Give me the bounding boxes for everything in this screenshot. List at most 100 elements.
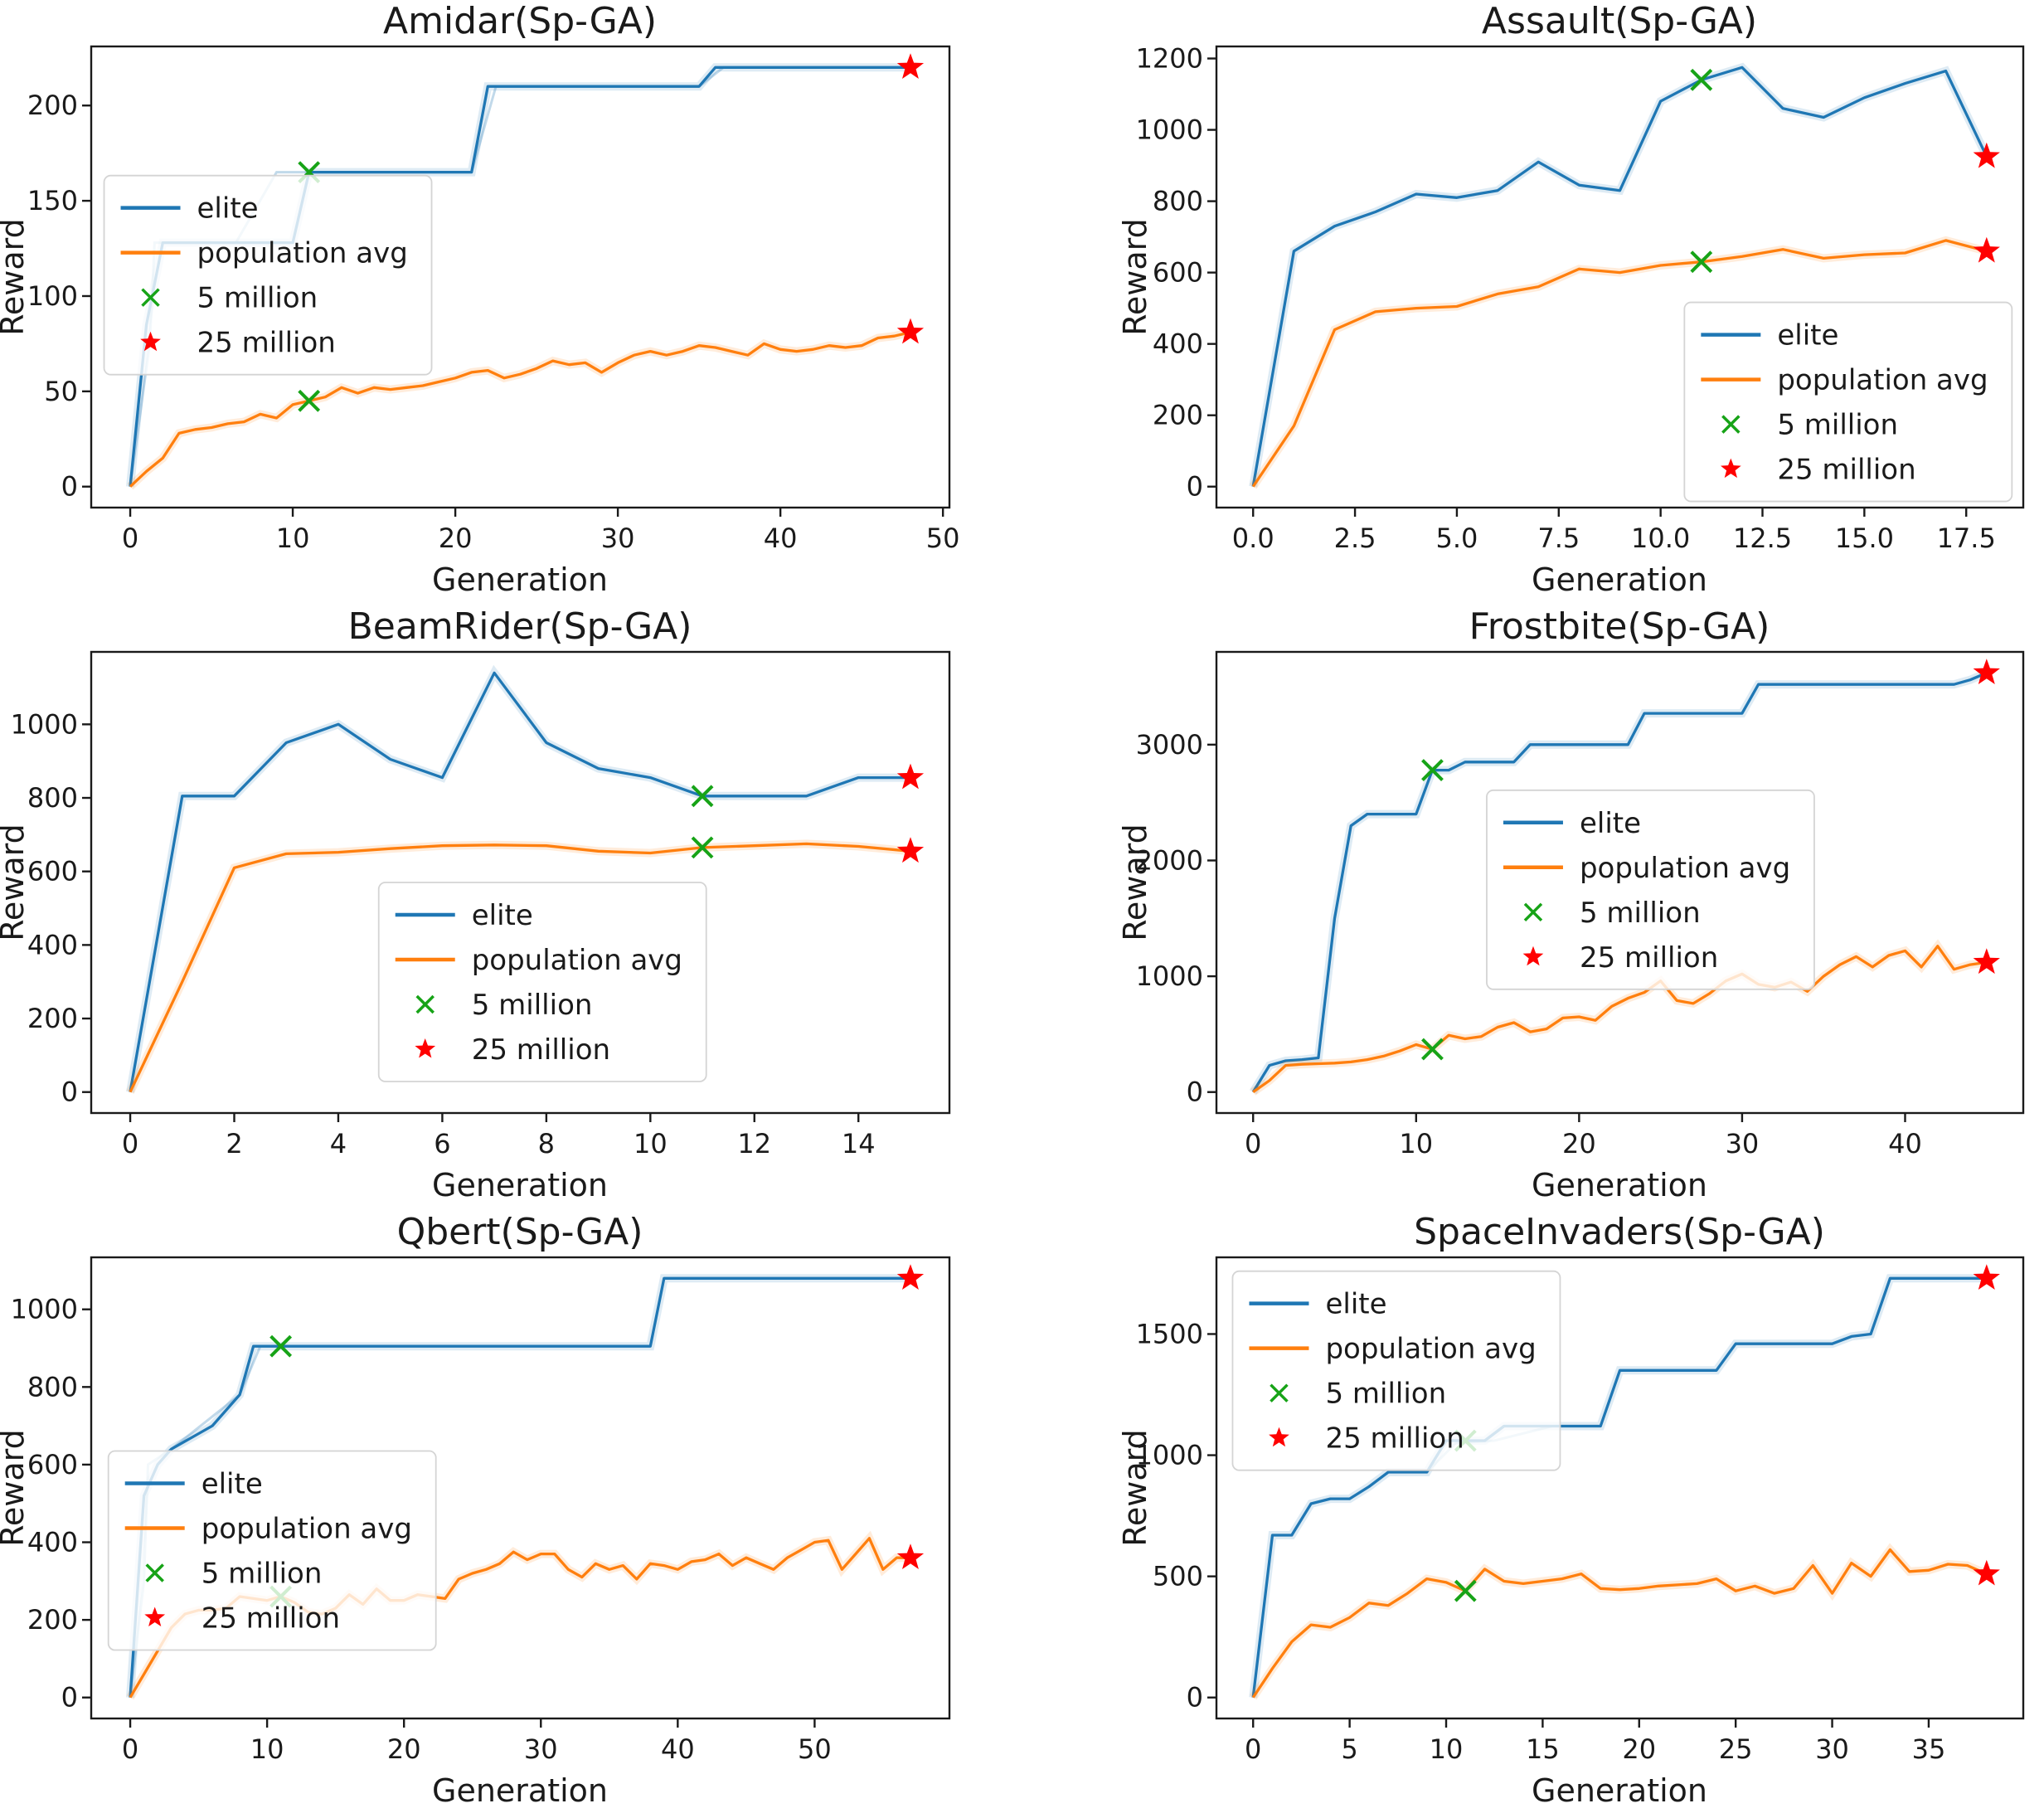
plot-area-qbert: Qbert(Sp-GA) Generation Reward 0 10 20 30 40… xyxy=(0,1211,951,1809)
x-axis-label: Generation xyxy=(1532,1167,1707,1203)
marker-5-million xyxy=(1690,250,1713,274)
y-axis-ticks: 0 200 400 600 800 1000 xyxy=(11,1294,91,1713)
x-tick-label: 0.0 xyxy=(1232,523,1274,554)
plot-render: 0 10 20 30 40 0 1000 2000 3000 elite population av… xyxy=(1136,650,2025,1159)
marker-25-million xyxy=(1973,142,2000,168)
legend-label: elite xyxy=(1325,1288,1386,1321)
x-axis-ticks: 0 10 20 30 40 xyxy=(1245,1113,1922,1159)
legend-label: 5 million xyxy=(1580,897,1701,930)
plot-frame xyxy=(90,650,951,1115)
x-axis-label: Generation xyxy=(1532,561,1707,598)
legend-25-million-marker xyxy=(140,331,161,352)
x-tick-label: 20 xyxy=(439,523,473,554)
y-tick-label: 400 xyxy=(27,1527,78,1558)
marker-25-million xyxy=(1973,659,2000,684)
x-tick-label: 7.5 xyxy=(1537,523,1580,554)
chart-qbert: Qbert(Sp-GA) Generation Reward 0 10 20 30 40… xyxy=(0,1211,1022,1816)
y-axis-label: Reward xyxy=(1117,824,1153,941)
x-tick-label: 10 xyxy=(1399,1128,1433,1159)
legend-label: 25 million xyxy=(197,327,336,360)
marker-5-million xyxy=(691,785,714,808)
x-axis-ticks: 0 10 20 30 40 50 xyxy=(122,1718,832,1765)
x-tick-label: 20 xyxy=(387,1733,421,1765)
legend-box xyxy=(1486,789,1815,990)
marker-5-million xyxy=(691,836,714,859)
population-avg-line xyxy=(1252,945,1988,1094)
y-tick-label: 50 xyxy=(44,376,78,407)
x-tick-label: 10 xyxy=(250,1733,284,1765)
legend: elite population avg 5 million 25 million xyxy=(103,174,433,376)
x-axis-ticks: 0.0 2.5 5.0 7.5 10.0 12.5 15.0 17.5 xyxy=(1232,508,1996,554)
y-axis-ticks: 0 500 1000 1500 xyxy=(1136,1318,1216,1713)
y-tick-label: 1000 xyxy=(1136,960,1203,992)
legend-label: population avg xyxy=(197,237,408,270)
y-tick-label: 500 xyxy=(1153,1561,1203,1592)
plot-area-amidar: Amidar(Sp-GA) Generation Reward 0 10 20 30 4… xyxy=(0,0,960,598)
x-tick-label: 15 xyxy=(1526,1733,1560,1765)
x-tick-label: 5 xyxy=(1341,1733,1357,1765)
y-tick-label: 1500 xyxy=(1136,1318,1203,1349)
y-tick-label: 800 xyxy=(27,1371,78,1402)
x-tick-label: 14 xyxy=(842,1128,876,1159)
y-tick-label: 2000 xyxy=(1136,844,1203,876)
y-tick-label: 200 xyxy=(27,1604,78,1636)
y-axis-ticks: 0 200 400 600 800 1000 1200 xyxy=(1136,43,1216,503)
legend-5-million-marker xyxy=(145,1563,164,1582)
y-tick-label: 1000 xyxy=(1136,1440,1203,1471)
x-tick-label: 12.5 xyxy=(1733,523,1792,554)
x-axis-ticks: 0 2 4 6 8 10 12 14 xyxy=(122,1113,876,1159)
legend-box xyxy=(377,882,707,1082)
y-tick-label: 0 xyxy=(1187,1077,1203,1108)
x-axis-label: Generation xyxy=(1532,1772,1707,1809)
marker-5-million xyxy=(1454,1579,1477,1602)
y-tick-label: 200 xyxy=(1153,400,1203,431)
legend-label: population avg xyxy=(201,1513,412,1546)
y-tick-label: 600 xyxy=(27,1449,78,1480)
legend-label: population avg xyxy=(1580,852,1790,885)
x-tick-label: 10 xyxy=(276,523,310,554)
y-tick-label: 0 xyxy=(1187,471,1203,503)
x-tick-label: 30 xyxy=(524,1733,558,1765)
x-tick-label: 15.0 xyxy=(1835,523,1894,554)
x-tick-label: 0 xyxy=(1245,1733,1261,1765)
y-axis-label: Reward xyxy=(0,1429,31,1547)
marker-25-million xyxy=(896,763,925,790)
legend-label: population avg xyxy=(1325,1333,1536,1366)
chart-title: Frostbite(Sp-GA) xyxy=(1469,605,1770,648)
marker-25-million xyxy=(1973,1264,2000,1290)
x-axis-ticks: 0 10 20 30 40 50 xyxy=(122,508,960,554)
marker-25-million xyxy=(1973,236,2000,263)
marker-25-million xyxy=(1973,1559,2000,1586)
y-axis-ticks: 0 1000 2000 3000 xyxy=(1136,729,1216,1108)
marker-5-million xyxy=(1421,759,1444,781)
legend-label: elite xyxy=(1580,807,1641,840)
x-axis-label: Generation xyxy=(432,1167,608,1203)
legend-25-million-marker xyxy=(1721,458,1741,479)
population-avg-line-halo xyxy=(1250,1543,1988,1700)
plot-frame xyxy=(1215,1256,2025,1720)
legend-label: elite xyxy=(197,192,259,226)
marker-25-million xyxy=(896,837,925,863)
x-tick-label: 0 xyxy=(122,523,138,554)
legend: elite population avg 5 million 25 million xyxy=(107,1450,437,1651)
y-tick-label: 800 xyxy=(1153,186,1203,217)
x-tick-label: 10.0 xyxy=(1631,523,1690,554)
x-tick-label: 40 xyxy=(661,1733,695,1765)
x-tick-label: 6 xyxy=(434,1128,450,1159)
y-tick-label: 600 xyxy=(27,856,78,887)
legend-25-million-marker xyxy=(144,1607,166,1626)
plot-frame xyxy=(1215,650,2025,1115)
x-tick-label: 20 xyxy=(1562,1128,1596,1159)
legend-label: elite xyxy=(472,899,533,932)
population-avg-line xyxy=(129,330,911,488)
y-tick-label: 150 xyxy=(27,185,78,216)
legend-label: 5 million xyxy=(472,989,593,1022)
plot-render: 0 10 20 30 40 50 0 200 400 600 800 1000 elite populat… xyxy=(11,1256,951,1765)
plot-area-spaceinvaders: SpaceInvaders(Sp-GA) Generation Reward 0… xyxy=(1117,1211,2025,1809)
plot-frame xyxy=(90,45,951,509)
x-tick-label: 50 xyxy=(926,523,960,554)
y-tick-label: 200 xyxy=(27,90,78,121)
elite-line xyxy=(1251,1276,1987,1698)
plot-area-frostbite: Frostbite(Sp-GA) Generation Reward 0 10 20… xyxy=(1117,605,2025,1203)
marker-5-million xyxy=(269,1334,293,1358)
